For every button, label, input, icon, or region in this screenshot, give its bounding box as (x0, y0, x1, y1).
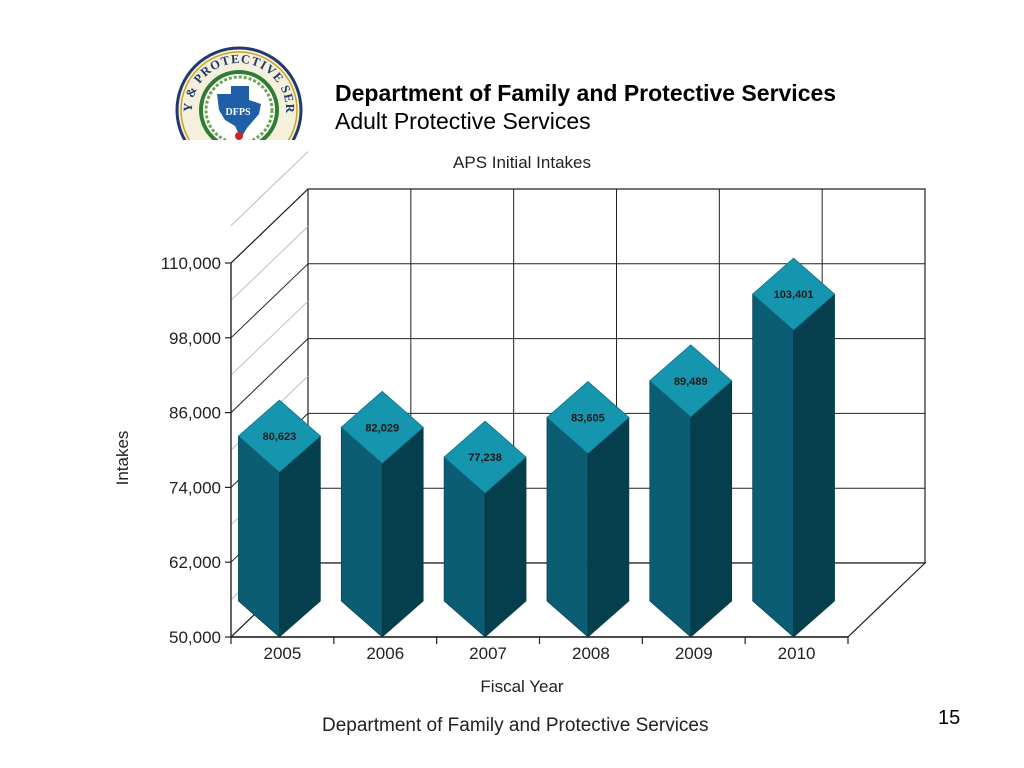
bar-top-face (546, 380, 630, 455)
x-tick-label-2010: 2010 (778, 644, 816, 663)
y-tick-label: 62,000 (169, 553, 221, 572)
header-subtitle: Adult Protective Services (335, 108, 591, 134)
bar-2006: 82,029 (340, 390, 424, 638)
y-tick-label: 74,000 (169, 478, 221, 497)
gridline-diagonal (230, 263, 309, 339)
bar-top-face (443, 420, 527, 494)
seal-abbreviation: DFPS (226, 107, 251, 118)
bar-2005: 80,623 (237, 399, 322, 638)
x-axis-label: Fiscal Year (480, 677, 563, 696)
x-tick-label-2005: 2005 (264, 644, 302, 663)
bar-2009: 89,489 (649, 344, 733, 638)
gridline-diagonal (230, 338, 309, 413)
minor-gridline (230, 151, 309, 226)
intakes-bar-chart: 50,000 62,000 74,000 86,000 98,000 110,000 20… (113, 151, 927, 696)
y-tick-label: 110,000 (161, 254, 221, 273)
data-label-2010: 103,401 (774, 289, 814, 301)
data-label-2008: 83,605 (571, 413, 605, 425)
x-tick-label-2007: 2007 (469, 644, 507, 663)
bar-side-face (690, 380, 733, 638)
x-tick-label-2008: 2008 (572, 644, 610, 663)
gridline-diagonal (230, 188, 309, 264)
bar-top-face (649, 344, 733, 418)
bar-front-face (752, 293, 794, 638)
x-tick-label-2006: 2006 (366, 644, 404, 663)
y-axis-label: Intakes (113, 431, 132, 486)
bar-side-face (587, 416, 630, 638)
bars: 80,623 82,029 77,238 83,605 89,489 103,401 (237, 257, 836, 638)
bar-side-face (793, 293, 835, 638)
data-label-2009: 89,489 (674, 376, 708, 388)
bar-2008: 83,605 (546, 380, 630, 638)
x-axis: 2005 2006 2007 2008 2009 2010 (230, 636, 849, 663)
bar-side-face (381, 426, 424, 638)
y-tick-label: 86,000 (169, 404, 221, 423)
dfps-seal-logo: FAMILY & PROTECTIVE SERVICES DFPS (175, 40, 303, 140)
bar-2007: 77,238 (443, 420, 527, 638)
data-label-2006: 82,029 (365, 422, 399, 434)
bar-front-face (649, 380, 692, 638)
bar-2010: 103,401 (751, 257, 836, 638)
minor-gridline (230, 226, 309, 301)
data-label-2005: 80,623 (263, 431, 297, 443)
bar-top-face (340, 390, 424, 464)
footer-text: Department of Family and Protective Serv… (322, 715, 709, 736)
bar-top-face (751, 257, 836, 331)
y-tick-label: 50,000 (169, 628, 221, 647)
chart-title: APS Initial Intakes (453, 153, 591, 172)
minor-gridline (230, 300, 309, 376)
y-tick-label: 98,000 (169, 329, 221, 348)
header-title: Department of Family and Protective Serv… (335, 80, 837, 106)
page-number: 15 (938, 707, 961, 729)
bar-front-face (340, 426, 383, 638)
bar-top-face (237, 399, 322, 473)
x-tick-label-2009: 2009 (675, 644, 713, 663)
data-label-2007: 77,238 (468, 452, 502, 464)
y-axis: 50,000 62,000 74,000 86,000 98,000 110,000 (161, 254, 232, 647)
bar-front-face (546, 416, 589, 638)
